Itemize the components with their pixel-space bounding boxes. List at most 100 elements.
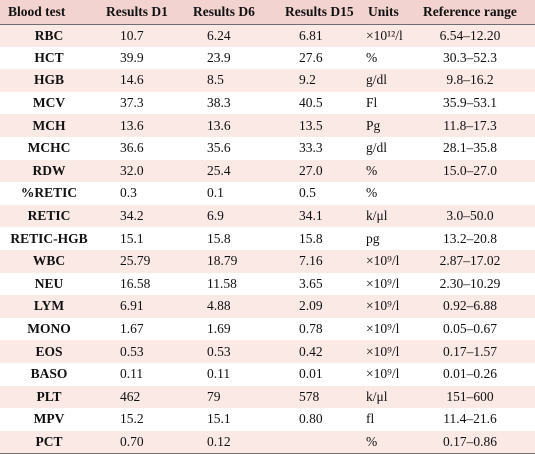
table-row: MONO 1.67 1.69 0.78 ×10⁹/l 0.05–0.67	[0, 318, 535, 341]
cell-reference-range: 11.8–17.3	[443, 117, 497, 133]
cell-reference-range: 0.01–0.26	[443, 366, 497, 382]
cell-blood-test: NEU	[34, 275, 64, 291]
table-body: RBC 10.7 6.24 6.81 ×10¹²/l 6.54–12.20 HCT 39.9 2…	[0, 24, 535, 454]
table-row: HGB 14.6 8.5 9.2 g/dl 9.8–16.2	[0, 69, 535, 92]
table-row: RETIC 34.2 6.9 34.1 k/μl 3.0–50.0	[0, 204, 535, 228]
cell-reference-range: 35.9–53.1	[443, 95, 497, 111]
cell-result-d1: 32.0	[120, 162, 144, 178]
cell-unit: ×10⁹/l	[366, 253, 400, 269]
cell-blood-test: %RETIC	[20, 185, 78, 201]
cell-blood-test: HCT	[34, 49, 64, 65]
cell-unit: ×10⁹/l	[366, 366, 400, 382]
cell-reference-range: 151–600	[446, 388, 494, 404]
cell-unit: k/μl	[366, 208, 388, 224]
cell-reference-range: 2.30–10.29	[439, 275, 501, 291]
cell-result-d15: 13.5	[299, 117, 323, 133]
cell-result-d1: 0.70	[98, 430, 185, 454]
cell-unit: pg	[366, 230, 380, 246]
cell-result-d1: 39.9	[120, 49, 144, 65]
cell-result-d15: 9.2	[299, 72, 316, 88]
cell-result-d1: 34.2	[120, 208, 144, 224]
cell-result-d1: 15.2	[120, 411, 144, 427]
cell-result-d1: 0.3	[120, 185, 137, 201]
cell-blood-test: WBC	[32, 253, 66, 269]
cell-result-d6: 8.5	[207, 72, 224, 88]
cell-blood-test: MCH	[32, 117, 66, 133]
cell-result-d15: 0.42	[299, 343, 323, 359]
table-row: RDW 32.0 25.4 27.0% 15.0–27.0	[0, 159, 535, 183]
cell-unit: ×10¹²/l	[366, 27, 403, 43]
cell-result-d1: 6.91	[120, 298, 144, 314]
table-row: LYM 6.91 4.88 2.09 ×10⁹/l 0.92–6.88	[0, 295, 535, 318]
cell-reference-range	[413, 182, 535, 205]
table-row: EOS 0.53 0.53 0.42 ×10⁹/l 0.17–1.57	[0, 340, 535, 363]
cell-blood-test: PLT	[36, 388, 62, 404]
cell-result-d1: 15.1	[120, 230, 144, 246]
cell-reference-range: 0.92–6.88	[443, 298, 497, 314]
cell-blood-test: RBC	[34, 27, 64, 43]
cell-result-d15: 34.1	[299, 208, 323, 224]
table-row: RBC 10.7 6.24 6.81 ×10¹²/l 6.54–12.20	[0, 24, 535, 47]
cell-result-d6: 15.1	[207, 411, 231, 427]
cell-result-d15: 0.80	[299, 411, 323, 427]
table-row: PLT 462 79 578 k/μl 151–600	[0, 385, 535, 409]
cell-unit: g/dl	[366, 140, 388, 156]
cell-blood-test: RETIC-HGB	[10, 230, 88, 246]
cell-result-d1: 0.11	[120, 366, 144, 382]
cell-result-d6: 11.58	[207, 275, 237, 291]
cell-result-d6: 18.79	[207, 253, 238, 269]
cell-reference-range: 30.3–52.3	[443, 49, 497, 65]
cell-result-d6: 35.6	[207, 140, 231, 156]
cell-result-d15: 27.0	[299, 162, 323, 178]
cell-result-d6: 6.9	[207, 208, 224, 224]
cell-result-d1: 37.3	[120, 95, 144, 111]
cell-result-d6: 38.3	[207, 95, 231, 111]
table-row: PCT 0.70 0.12% 0.17–0.86	[0, 430, 535, 454]
cell-unit: %	[366, 185, 378, 201]
cell-result-d6: 4.88	[207, 298, 231, 314]
cell-result-d6: 13.6	[207, 117, 231, 133]
cell-blood-test: EOS	[35, 343, 63, 359]
header-blood-test: Blood test	[0, 0, 98, 25]
cell-result-d15: 0.78	[299, 321, 323, 337]
cell-reference-range: 13.2–20.8	[443, 230, 497, 246]
table-header: Blood test Results D1 Results D6 Results…	[0, 0, 535, 25]
cell-result-d15: 2.09	[299, 298, 323, 314]
cell-unit: %	[360, 430, 413, 454]
cell-result-d15: 33.3	[299, 140, 323, 156]
cell-blood-test: PCT	[0, 430, 98, 454]
cell-blood-test: MCHC	[27, 140, 71, 156]
table-row: RETIC-HGB 15.1 15.8 15.8 pg 13.2–20.8	[0, 227, 535, 250]
cell-result-d6: 0.1	[207, 185, 224, 201]
cell-blood-test: RDW	[32, 162, 66, 178]
cell-unit: ×10⁹/l	[366, 275, 400, 291]
cell-blood-test: MONO	[27, 321, 71, 337]
cell-unit: %	[366, 49, 378, 65]
table-row: %RETIC 0.3 0.1 0.5%	[0, 182, 535, 205]
cell-blood-test: LYM	[33, 298, 65, 314]
cell-result-d1: 0.53	[120, 343, 144, 359]
cell-result-d1: 36.6	[120, 140, 144, 156]
cell-result-d6: 79	[207, 388, 221, 404]
cell-result-d6: 0.53	[207, 343, 231, 359]
cell-reference-range: 28.1–35.8	[443, 140, 497, 156]
table-row: BASO 0.11 0.11 0.01 ×10⁹/l 0.01–0.26	[0, 363, 535, 386]
cell-result-d1: 16.58	[120, 275, 151, 291]
cell-result-d1: 1.67	[120, 321, 144, 337]
cell-result-d15: 0.01	[299, 366, 323, 382]
header-results-d6: Results D6	[185, 0, 277, 25]
cell-reference-range: 9.8–16.2	[446, 72, 494, 88]
cell-result-d15: 40.5	[299, 95, 323, 111]
cell-blood-test: MPV	[33, 411, 65, 427]
cell-result-d15: 27.6	[299, 49, 323, 65]
table-row: MCV 37.3 38.3 40.5 Fl 35.9–53.1	[0, 92, 535, 115]
cell-reference-range: 15.0–27.0	[443, 162, 497, 178]
cell-blood-test: RETIC	[27, 208, 71, 224]
cell-result-d1: 14.6	[120, 72, 144, 88]
header-row: Blood test Results D1 Results D6 Results…	[0, 0, 535, 25]
cell-unit: ×10⁹/l	[366, 321, 400, 337]
cell-result-d6: 0.12	[185, 430, 277, 454]
cell-result-d6: 6.24	[207, 27, 231, 43]
cell-result-d15: 578	[299, 388, 320, 404]
table-row: HCT 39.9 23.9 27.6% 30.3–52.3	[0, 47, 535, 70]
